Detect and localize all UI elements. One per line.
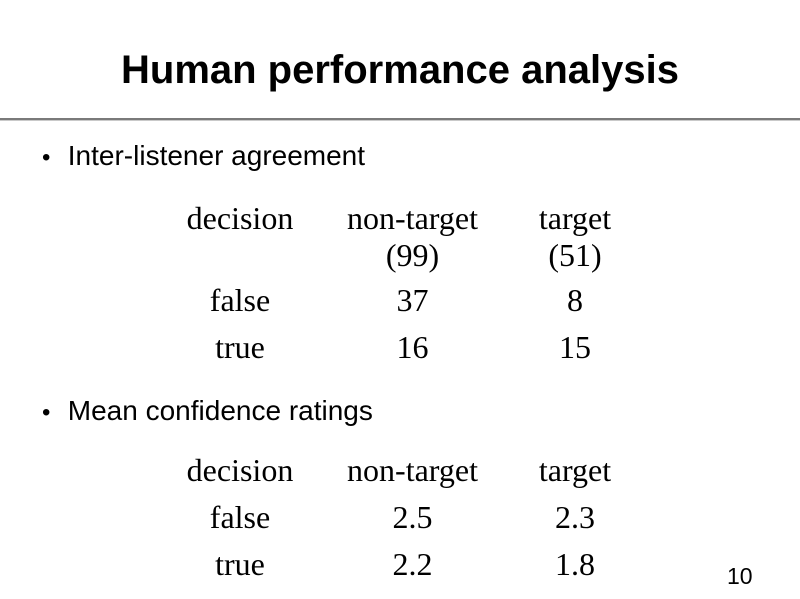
table-cell: true [215,546,265,582]
col-header-decision: decision [150,200,330,282]
col-header-target: target [538,452,612,488]
bullet-item-mean-confidence-ratings: • Mean confidence ratings [42,394,373,430]
bullet-item-inter-listener-agreement: • Inter-listener agreement [42,139,365,175]
col-header-label: non-target [347,200,478,236]
table-cell: 2.5 [392,499,433,535]
col-header-decision: decision [186,452,294,488]
page-number: 10 [727,563,753,589]
bullet-icon: • [42,144,51,171]
heading-inter-listener-agreement: Inter-listener agreement [67,140,366,171]
table-cell: 1.8 [555,546,595,582]
col-header-label: decision [186,200,294,236]
col-header-label: target [538,200,612,236]
confidence-table: decision non-target target false 2.5 2.3… [150,452,655,593]
col-header-non-target: non-target [347,452,478,488]
col-header-target: target (51) [495,200,655,282]
col-header-non-target: non-target (99) [330,200,495,282]
table-cell: false [209,282,271,318]
table-cell: true [215,329,265,365]
table-cell: 2.2 [392,546,433,582]
heading-mean-confidence-ratings: Mean confidence ratings [67,395,373,426]
table-cell: 8 [567,282,583,318]
col-header-count: (51) [548,237,602,273]
col-header-count: (99) [385,237,440,273]
table-cell: 37 [396,282,429,318]
table-cell: 16 [396,329,429,365]
agreement-table: decision non-target (99) target (51) fal… [150,200,655,376]
slide-title: Human performance analysis [121,48,679,92]
table-cell: false [209,499,271,535]
table-cell: 2.3 [555,499,595,535]
title-divider [0,118,800,121]
bullet-icon: • [42,399,51,426]
table-cell: 15 [559,329,591,365]
